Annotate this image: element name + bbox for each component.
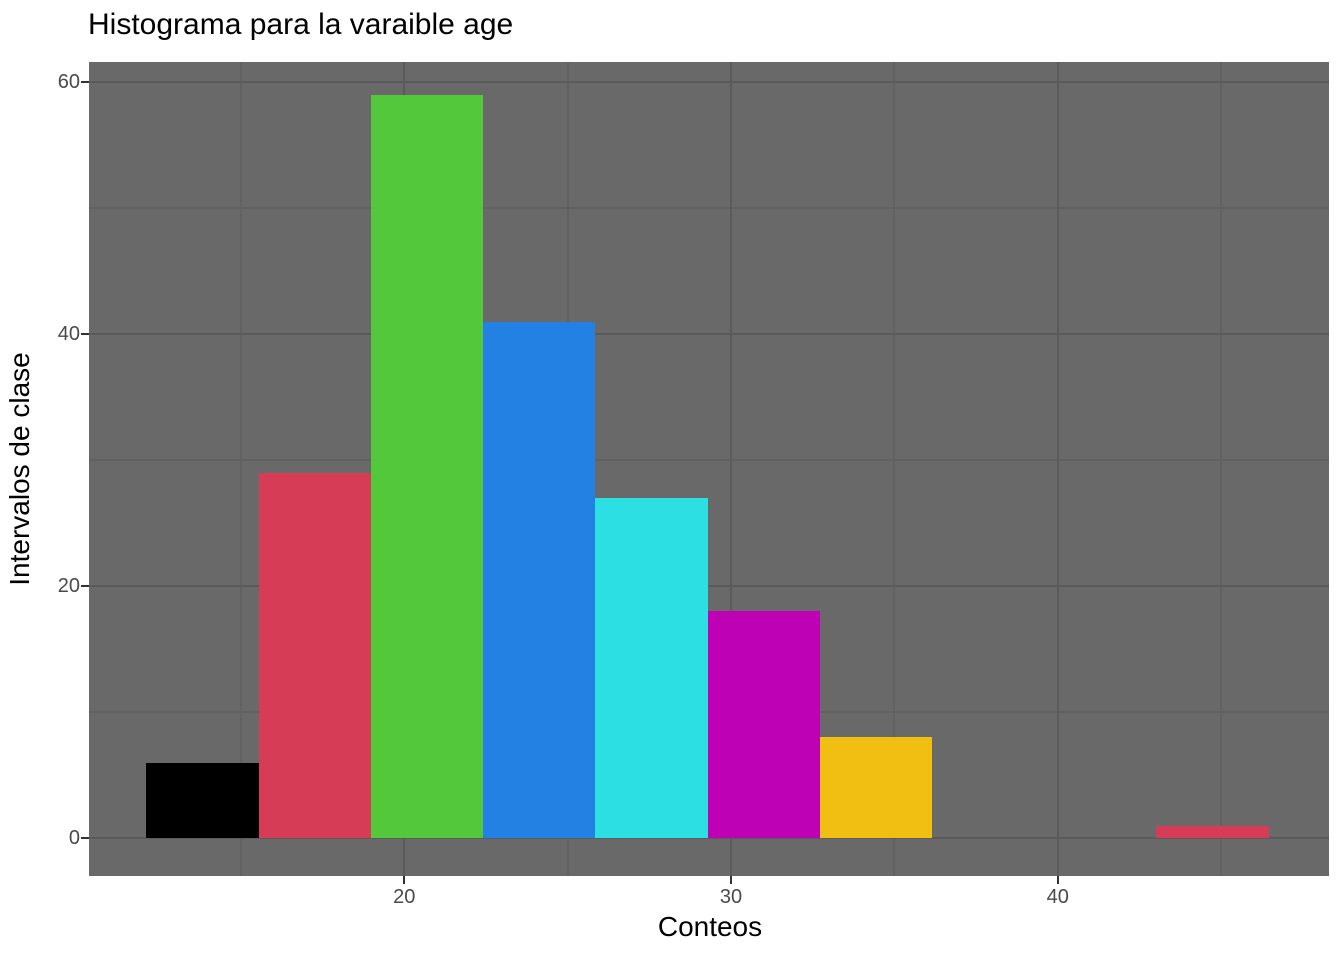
grid-minor-line-y [89, 459, 1329, 462]
y-axis-tick [81, 333, 89, 336]
plot-title: Histograma para la varaible age [88, 8, 514, 41]
y-axis-title: Intervalos de clase [4, 352, 35, 586]
x-axis-tick [1056, 876, 1059, 884]
y-axis-tick [81, 585, 89, 588]
x-axis-tick [730, 876, 733, 884]
grid-minor-line-y [89, 207, 1329, 210]
grid-major-line-y [89, 837, 1329, 840]
histogram-bar [258, 472, 371, 839]
grid-minor-line-x [1220, 62, 1223, 876]
x-axis-tick [403, 876, 406, 884]
histogram-bar [146, 762, 259, 839]
histogram-bar [819, 737, 932, 839]
histogram-bar [595, 497, 708, 839]
histogram-bar [707, 611, 820, 839]
y-tick-label: 40 [57, 323, 80, 346]
grid-major-line-y [89, 585, 1329, 588]
histogram-bar [370, 94, 484, 839]
grid-major-line-y [89, 333, 1329, 336]
y-tick-label: 0 [68, 827, 80, 850]
x-axis-title: Conteos [657, 911, 763, 942]
x-tick-label: 40 [1046, 886, 1069, 908]
grid-major-line-y [89, 81, 1329, 84]
x-tick-label: 20 [393, 886, 416, 908]
y-tick-label: 60 [57, 71, 80, 94]
grid-minor-line-x [239, 62, 242, 876]
x-tick-label: 30 [719, 886, 743, 908]
histogram-bar [483, 321, 596, 839]
y-axis-tick [81, 837, 89, 840]
grid-minor-line-x [893, 62, 896, 876]
histogram-bar [1156, 825, 1269, 839]
y-tick-label: 20 [57, 575, 80, 598]
grid-major-line-x [730, 62, 733, 876]
plot-panel [89, 62, 1329, 876]
y-axis-tick [81, 81, 89, 84]
grid-major-line-x [1056, 62, 1059, 876]
